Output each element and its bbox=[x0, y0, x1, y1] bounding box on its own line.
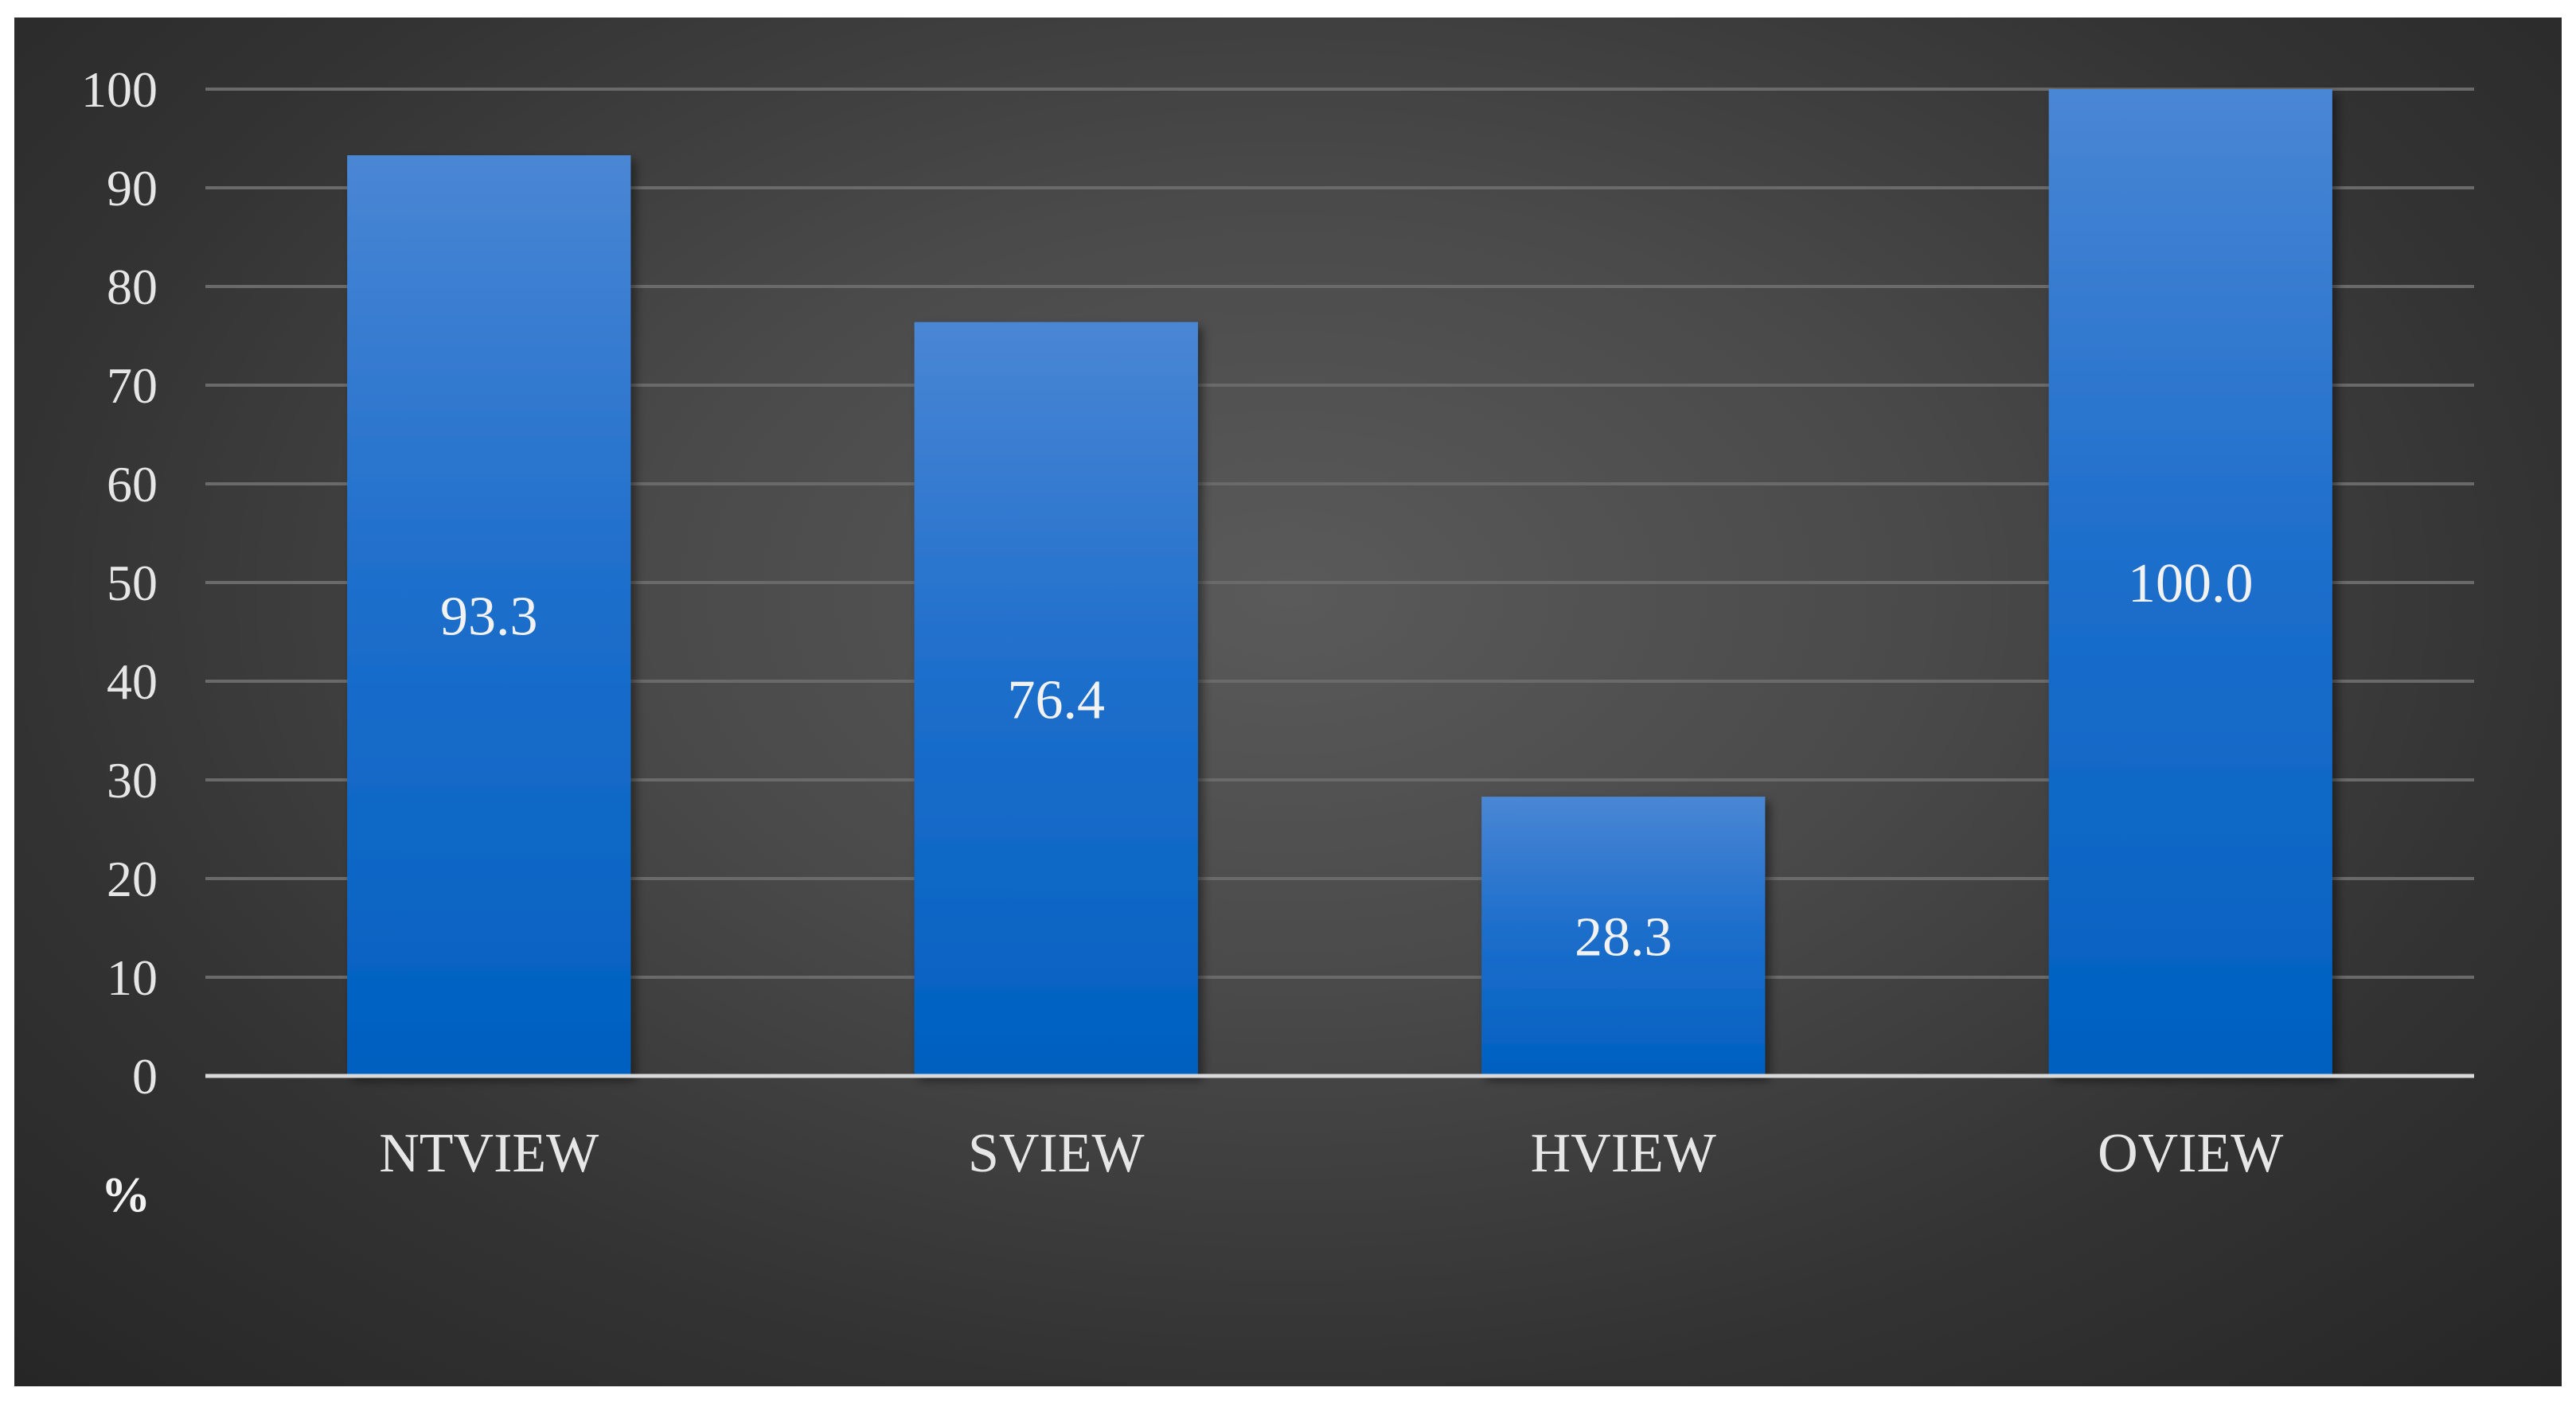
x-tick-label: SVIEW bbox=[968, 1123, 1145, 1184]
chart-frame: 0 10 20 30 40 50 60 70 80 90 100 93.3 NTVIEW 76.4 SVIE… bbox=[14, 18, 2562, 1386]
y-tick-label: 10 bbox=[107, 949, 158, 1006]
y-tick-label: 30 bbox=[107, 752, 158, 809]
y-tick-label: 60 bbox=[107, 456, 158, 512]
bars bbox=[347, 89, 2332, 1077]
y-tick-label: 0 bbox=[132, 1048, 158, 1105]
unit-label: % bbox=[101, 1168, 150, 1222]
bar bbox=[347, 155, 631, 1077]
y-tick-label: 80 bbox=[107, 259, 158, 315]
y-tick-label: 100 bbox=[81, 61, 158, 118]
data-label: 76.4 bbox=[1008, 669, 1106, 731]
data-label: 100.0 bbox=[2128, 553, 2254, 614]
data-label: 28.3 bbox=[1575, 907, 1672, 968]
y-tick-label: 50 bbox=[107, 555, 158, 611]
x-tick-label: OVIEW bbox=[2098, 1123, 2283, 1184]
bar-chart: 0 10 20 30 40 50 60 70 80 90 100 93.3 NTVIEW 76.4 SVIE… bbox=[81, 61, 2474, 1222]
labels: 0 10 20 30 40 50 60 70 80 90 100 93.3 NTVIEW 76.4 SVIE… bbox=[81, 61, 2283, 1184]
y-tick-label: 20 bbox=[107, 851, 158, 907]
data-label: 93.3 bbox=[440, 587, 538, 648]
x-tick-label: NTVIEW bbox=[379, 1123, 599, 1184]
y-tick-label: 40 bbox=[107, 653, 158, 710]
bar bbox=[914, 322, 1198, 1076]
y-tick-label: 90 bbox=[107, 160, 158, 216]
x-tick-label: HVIEW bbox=[1531, 1123, 1716, 1184]
y-tick-label: 70 bbox=[107, 357, 158, 414]
bar bbox=[1481, 797, 1766, 1076]
bar bbox=[2048, 89, 2332, 1076]
